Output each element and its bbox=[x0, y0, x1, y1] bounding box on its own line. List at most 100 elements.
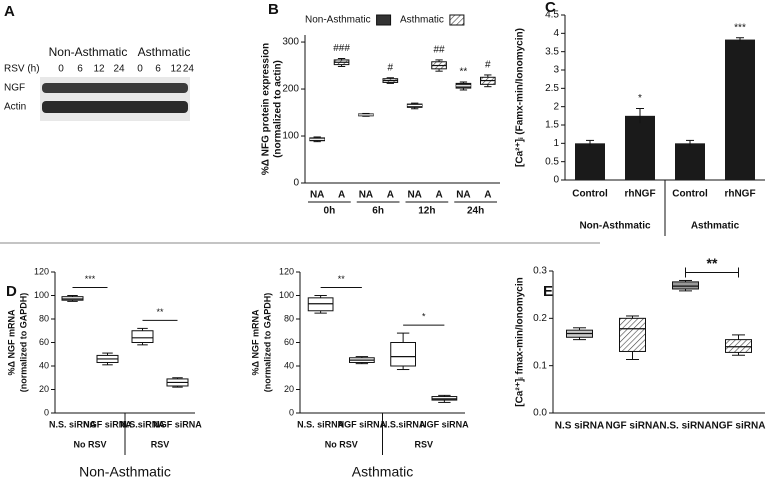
x-tick-label: N.S. siRNA bbox=[49, 419, 97, 429]
x-tick-label: A bbox=[484, 190, 491, 201]
box bbox=[619, 317, 646, 352]
y-tick-label: 0 bbox=[289, 407, 294, 417]
y-tick-label: 80 bbox=[39, 313, 49, 323]
box bbox=[725, 339, 752, 353]
y-tick-label: 1.5 bbox=[545, 120, 559, 131]
x-tick-label: A bbox=[387, 190, 394, 201]
y-axis-label: [Ca²⁺]ᵢ fmax-min/Ionomycin bbox=[515, 277, 526, 406]
y-tick-label: 0 bbox=[553, 175, 559, 186]
bar bbox=[625, 115, 655, 180]
panel-label: A bbox=[4, 3, 15, 20]
y-tick-label: 4.5 bbox=[545, 10, 559, 21]
group-label: 24h bbox=[467, 206, 484, 217]
panel-label: E bbox=[543, 283, 553, 300]
y-axis-label: (normalized to GAPDH) bbox=[262, 293, 272, 393]
box bbox=[672, 281, 699, 290]
y-tick-label: 2.5 bbox=[545, 83, 559, 94]
subtitle: Asthmatic bbox=[352, 464, 413, 477]
y-axis-label: %Δ NGF mRNA bbox=[250, 309, 260, 375]
subtitle: Non-Asthmatic bbox=[79, 464, 171, 477]
y-tick-label: 100 bbox=[279, 290, 294, 300]
chart-panel: E 0.0 0.1 0.2 0.3 [Ca²⁺]ᵢ fmax-min/Ionomycin N… bbox=[515, 255, 766, 431]
y-tick-label: 2 bbox=[553, 101, 559, 112]
box bbox=[390, 342, 416, 367]
annotation: # bbox=[388, 62, 394, 73]
group-label: Asthmatic bbox=[691, 221, 740, 232]
lane-label: 24 bbox=[113, 64, 125, 75]
chart-panel: 0 20 40 60 80 100 120 %Δ NGF mRNA (normalized to… bbox=[250, 266, 469, 477]
y-tick-label: 0 bbox=[293, 178, 299, 189]
y-tick-label: 0.2 bbox=[533, 313, 547, 324]
x-tick-label: N.S.siRNA bbox=[120, 419, 165, 429]
chart-panel: D 0 20 40 60 80 100 120 %Δ NGF mRNA (normalized t… bbox=[6, 266, 202, 477]
bar bbox=[725, 39, 755, 180]
y-tick-label: 0.1 bbox=[533, 360, 547, 371]
y-axis-label: (normalized to GAPDH) bbox=[18, 293, 28, 393]
lane-label: 0 bbox=[137, 64, 143, 75]
y-tick-label: 4 bbox=[553, 28, 559, 39]
ngf-band bbox=[42, 83, 188, 93]
x-tick-label: rhNGF bbox=[624, 189, 655, 200]
legend-label: Non-Asthmatic bbox=[305, 15, 371, 26]
row-label: NGF bbox=[4, 83, 25, 94]
y-tick-label: 100 bbox=[282, 131, 299, 142]
y-tick-label: 300 bbox=[282, 37, 299, 48]
chart-panel: C 0 0.5 1 1.5 2 2.5 3 3.5 4 4.5 [Ca²⁺]ᵢ (Famx-min/I… bbox=[515, 0, 765, 236]
y-tick-label: 3 bbox=[553, 65, 559, 76]
legend-swatch bbox=[449, 14, 465, 26]
x-tick-label: N.S. siRNA bbox=[297, 419, 345, 429]
x-tick-label: NA bbox=[359, 190, 373, 201]
y-tick-label: 0.3 bbox=[533, 266, 547, 277]
x-tick-label: NGF siRNA bbox=[606, 421, 660, 432]
annotation: ** bbox=[460, 67, 468, 78]
x-tick-label: N.S.siRNA bbox=[381, 419, 426, 429]
annotation: * bbox=[638, 93, 642, 104]
y-tick-label: 40 bbox=[39, 360, 49, 370]
group-label: RSV bbox=[414, 439, 433, 449]
y-tick-label: 80 bbox=[284, 313, 294, 323]
blot-axis-label: RSV (h) bbox=[4, 64, 40, 75]
lane-label: 6 bbox=[155, 64, 161, 75]
annotation: ** bbox=[338, 274, 346, 284]
lane-label: 6 bbox=[77, 64, 83, 75]
bar bbox=[575, 143, 605, 180]
y-tick-label: 0.0 bbox=[533, 408, 547, 419]
group-label: Non-Asthmatic bbox=[579, 221, 651, 232]
lane-label: 12 bbox=[93, 64, 105, 75]
y-axis-label: (normalized to actin) bbox=[273, 60, 284, 158]
x-tick-label: NGF siRNA bbox=[712, 421, 766, 432]
box bbox=[131, 330, 154, 343]
x-tick-label: NGF siRNA bbox=[420, 419, 469, 429]
y-tick-label: 3.5 bbox=[545, 46, 559, 57]
y-tick-label: 1 bbox=[553, 138, 559, 149]
annotation: *** bbox=[734, 22, 746, 33]
actin-band bbox=[42, 101, 188, 113]
chart-panel: B 0 100 200 300 %Δ NFG protein expression (nor… bbox=[261, 1, 500, 217]
y-tick-label: 120 bbox=[279, 266, 294, 276]
y-tick-label: 40 bbox=[284, 360, 294, 370]
y-axis-label: %Δ NFG protein expression bbox=[261, 43, 272, 175]
legend-label: Asthmatic bbox=[400, 15, 444, 26]
legend-swatch bbox=[376, 14, 392, 26]
blot-group: Asthmatic bbox=[138, 45, 191, 59]
row-label: Actin bbox=[4, 102, 26, 113]
x-tick-label: NGF siRNA bbox=[153, 419, 202, 429]
y-axis-label: [Ca²⁺]ᵢ (Famx-min/Ionomycin) bbox=[515, 28, 526, 167]
group-label: No RSV bbox=[325, 439, 358, 449]
group-label: 6h bbox=[372, 206, 384, 217]
x-tick-label: Control bbox=[672, 189, 708, 200]
annotation: # bbox=[485, 60, 491, 71]
x-tick-label: N.S. siRNA bbox=[659, 421, 711, 432]
y-tick-label: 60 bbox=[284, 337, 294, 347]
x-tick-label: A bbox=[338, 190, 345, 201]
y-tick-label: 0 bbox=[44, 407, 49, 417]
panel-label: B bbox=[268, 1, 279, 18]
x-tick-label: Control bbox=[572, 189, 608, 200]
x-tick-label: NA bbox=[407, 190, 421, 201]
annotation: ** bbox=[156, 307, 164, 317]
x-tick-label: N.S siRNA bbox=[555, 421, 604, 432]
panel-label: C bbox=[545, 0, 556, 16]
annotation: * bbox=[422, 311, 426, 321]
blot-panel: A Non-Asthmatic Asthmatic RSV (h) 0 6 12… bbox=[4, 3, 194, 121]
blot-group: Non-Asthmatic bbox=[49, 45, 128, 59]
